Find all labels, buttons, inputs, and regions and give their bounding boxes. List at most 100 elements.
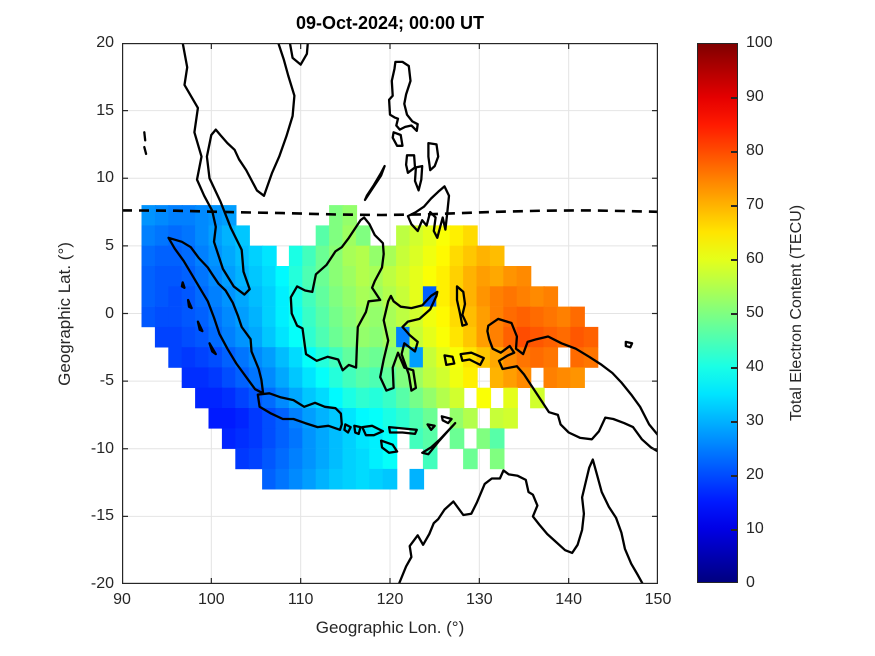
tec-cell bbox=[342, 448, 358, 470]
tec-cell bbox=[422, 408, 438, 429]
tec-cell bbox=[449, 367, 465, 388]
tec-cell bbox=[302, 448, 317, 470]
coastline-samar-leyte bbox=[427, 141, 440, 172]
tec-cell bbox=[489, 266, 505, 287]
tec-cell bbox=[195, 266, 210, 287]
tec-cell bbox=[208, 408, 224, 429]
tec-cell bbox=[342, 367, 358, 388]
colorbar-label-text: Total Electron Content (TECU) bbox=[788, 204, 806, 422]
tec-cell bbox=[248, 428, 264, 449]
coastline-java bbox=[256, 392, 343, 431]
tec-cell bbox=[355, 326, 371, 348]
tec-cell bbox=[329, 225, 344, 246]
x-tick-label: 140 bbox=[555, 591, 582, 608]
plot-title: 09-Oct-2024; 00:00 UT bbox=[295, 13, 485, 33]
tec-cell bbox=[262, 266, 277, 287]
colorbar-tick-label: 0 bbox=[746, 574, 755, 591]
tec-cell bbox=[570, 326, 585, 348]
tec-cell bbox=[409, 225, 425, 246]
y-axis-label-text: Geographic Lat. (°) bbox=[55, 241, 74, 386]
tec-cell bbox=[315, 428, 331, 449]
tec-cell bbox=[181, 205, 197, 226]
colorbar-tick-label: 100 bbox=[746, 34, 773, 51]
tec-cell bbox=[168, 286, 183, 307]
coastline-timor bbox=[421, 421, 457, 456]
tec-cell bbox=[302, 245, 317, 267]
tec-cell bbox=[369, 245, 384, 267]
tec-cell bbox=[516, 326, 532, 348]
tec-cell bbox=[262, 326, 277, 348]
tec-cell bbox=[262, 468, 277, 490]
tec-cell bbox=[329, 306, 344, 328]
tec-cell bbox=[262, 428, 277, 449]
tec-cell bbox=[315, 225, 331, 246]
tec-cell bbox=[302, 468, 317, 490]
coastline-sumatra bbox=[167, 236, 265, 395]
tec-cell bbox=[235, 408, 250, 429]
tec-cell bbox=[369, 468, 384, 490]
tec-cell bbox=[342, 266, 358, 287]
tec-cell bbox=[248, 408, 264, 429]
tec-cell bbox=[570, 367, 585, 388]
tec-cell bbox=[248, 245, 264, 267]
tec-cell bbox=[288, 367, 304, 388]
tec-cell bbox=[436, 326, 451, 348]
tec-cell bbox=[570, 306, 585, 328]
tec-cell bbox=[262, 408, 277, 429]
tec-cell bbox=[503, 367, 518, 388]
tec-cell bbox=[275, 326, 291, 348]
tec-cell bbox=[355, 266, 371, 287]
tec-cell bbox=[275, 306, 291, 328]
tec-cell bbox=[168, 347, 183, 368]
tec-cell bbox=[248, 326, 264, 348]
tec-cell bbox=[329, 468, 344, 490]
tec-cell bbox=[262, 306, 277, 328]
map-plot-canvas bbox=[122, 43, 658, 584]
tec-cell bbox=[329, 326, 344, 348]
tec-cell bbox=[315, 468, 331, 490]
tec-cell bbox=[489, 286, 505, 307]
tec-cell bbox=[409, 286, 425, 307]
magnetic-equator-line bbox=[122, 209, 658, 217]
tec-cell bbox=[355, 245, 371, 267]
tec-cell bbox=[436, 347, 451, 368]
tec-cell bbox=[422, 326, 438, 348]
x-tick-label: 150 bbox=[644, 591, 672, 608]
tec-cell bbox=[141, 266, 157, 287]
tec-cell bbox=[262, 387, 277, 409]
tec-cell bbox=[396, 306, 411, 328]
coastline-halmahera bbox=[455, 285, 468, 327]
tec-cell bbox=[369, 408, 384, 429]
tec-cell bbox=[422, 245, 438, 267]
tec-cell bbox=[543, 347, 559, 368]
tec-cell bbox=[221, 306, 237, 328]
colorbar-tick-label: 50 bbox=[746, 304, 764, 321]
tec-cell bbox=[382, 408, 398, 429]
tec-cell bbox=[409, 468, 425, 490]
tec-cell bbox=[436, 367, 451, 388]
tec-cell bbox=[463, 367, 478, 388]
y-tick-label: 5 bbox=[105, 236, 114, 254]
tec-cell bbox=[262, 367, 277, 388]
x-tick-label: 130 bbox=[465, 591, 493, 608]
tec-cell bbox=[235, 367, 250, 388]
coastline-seram bbox=[459, 351, 485, 367]
tec-cell bbox=[422, 387, 438, 409]
y-tick-label: 20 bbox=[96, 34, 114, 51]
tec-cell bbox=[396, 245, 411, 267]
tec-cell bbox=[235, 225, 250, 246]
tec-cell bbox=[355, 367, 371, 388]
tec-cell bbox=[248, 448, 264, 470]
tec-cell bbox=[342, 408, 358, 429]
tec-cell bbox=[288, 286, 304, 307]
tec-cell bbox=[195, 326, 210, 348]
tec-cell bbox=[409, 266, 425, 287]
tec-cell bbox=[141, 225, 157, 246]
tec-cell bbox=[436, 306, 451, 328]
tec-cell bbox=[476, 286, 492, 307]
tec-cell bbox=[168, 245, 183, 267]
colorbar-tick bbox=[731, 475, 737, 477]
tec-cell bbox=[476, 245, 492, 267]
colorbar-tick bbox=[731, 97, 737, 99]
coastline-sumba bbox=[379, 439, 399, 454]
